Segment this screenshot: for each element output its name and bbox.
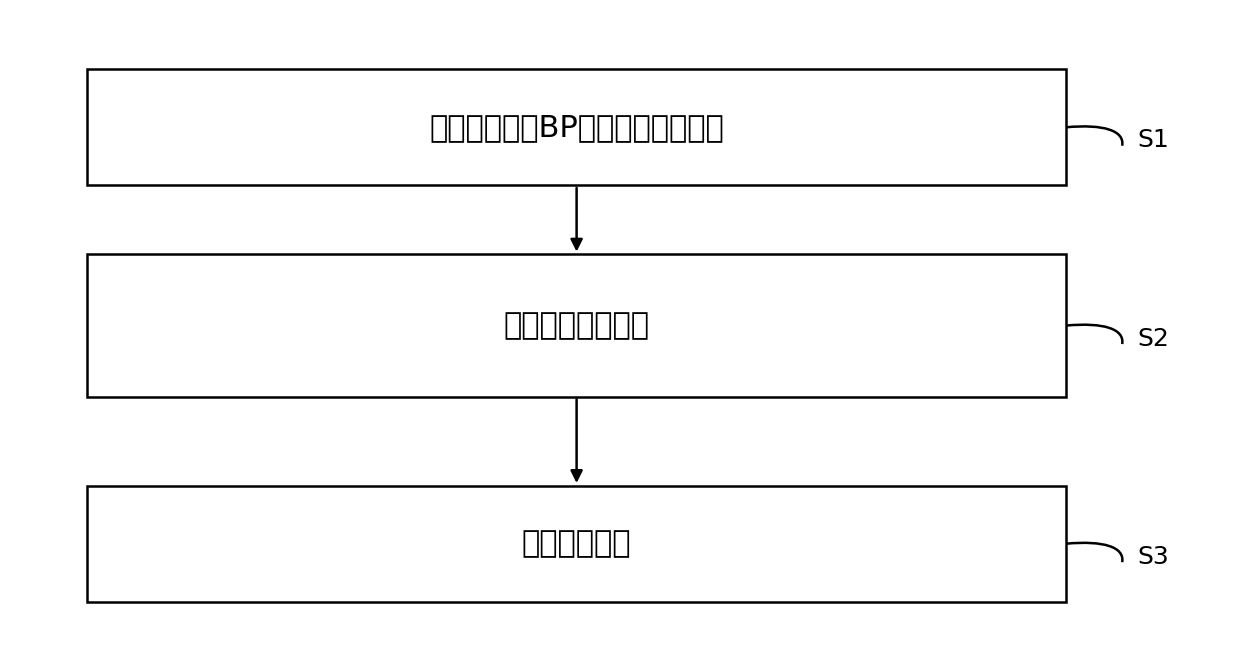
Text: S2: S2 [1137,327,1169,351]
Bar [87,254,1066,397]
Text: S1: S1 [1137,128,1169,153]
Text: 保护电机绕组: 保护电机绕组 [522,529,631,558]
Bar [87,69,1066,185]
Bar [87,486,1066,602]
Text: 计算电机绕组温度: 计算电机绕组温度 [503,311,650,340]
Text: S3: S3 [1137,545,1169,569]
Text: 获取电机绕组BP神经网络散热模型: 获取电机绕组BP神经网络散热模型 [429,113,724,141]
